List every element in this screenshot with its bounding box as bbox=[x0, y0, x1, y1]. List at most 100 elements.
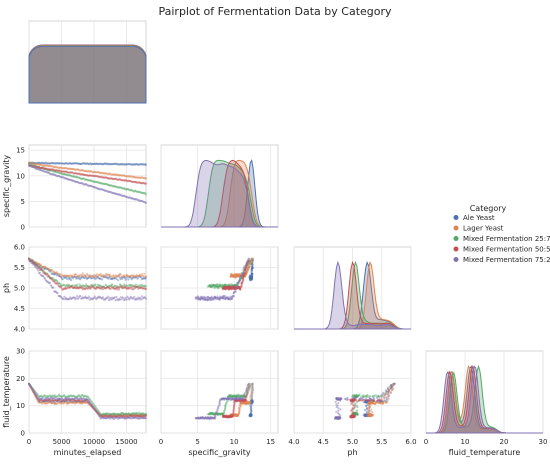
data-point bbox=[76, 295, 78, 297]
data-point bbox=[145, 417, 147, 419]
data-point bbox=[195, 417, 197, 419]
x-tick-label: 5.5 bbox=[376, 438, 387, 446]
data-point bbox=[233, 292, 235, 294]
data-point bbox=[102, 296, 104, 298]
data-point bbox=[115, 296, 117, 298]
data-point bbox=[339, 400, 341, 402]
data-point bbox=[376, 397, 378, 399]
x-tick-label: 6.0 bbox=[405, 438, 416, 446]
panel-ph-vs-ph bbox=[294, 247, 411, 329]
data-point bbox=[339, 408, 341, 410]
y-tick-label: 10 bbox=[16, 172, 25, 180]
x-tick-label: 15000 bbox=[115, 438, 137, 446]
data-point bbox=[390, 385, 392, 387]
data-point bbox=[364, 409, 366, 411]
y-axis-label: ph bbox=[2, 283, 11, 293]
data-point bbox=[350, 400, 352, 402]
data-point bbox=[76, 284, 78, 286]
data-point bbox=[346, 399, 348, 401]
data-point bbox=[135, 284, 137, 286]
x-axis-label: fluid_temperature bbox=[449, 448, 521, 457]
data-point bbox=[101, 278, 103, 280]
data-point bbox=[145, 275, 147, 277]
data-point bbox=[207, 413, 209, 415]
data-point bbox=[195, 298, 197, 300]
data-point bbox=[137, 278, 139, 280]
x-tick-label: 10 bbox=[230, 438, 239, 446]
x-tick-label: 5000 bbox=[53, 438, 71, 446]
data-point bbox=[37, 270, 39, 272]
data-point bbox=[111, 283, 113, 285]
x-axis-label: specific_gravity bbox=[188, 448, 251, 457]
data-point bbox=[249, 277, 251, 279]
data-point bbox=[387, 388, 389, 390]
data-point bbox=[94, 284, 96, 286]
data-point bbox=[141, 295, 143, 297]
data-point bbox=[249, 414, 251, 416]
data-point bbox=[337, 398, 339, 400]
data-point bbox=[245, 263, 247, 265]
y-tick-label: 15 bbox=[16, 147, 25, 155]
x-tick-label: 0 bbox=[27, 438, 31, 446]
x-tick-label: 4.5 bbox=[318, 438, 329, 446]
data-point bbox=[357, 400, 359, 402]
data-point bbox=[127, 278, 129, 280]
panel-ph-vs-minutes_elapsed bbox=[28, 247, 147, 329]
data-point bbox=[125, 279, 127, 281]
data-point bbox=[133, 296, 135, 298]
data-point bbox=[356, 406, 358, 408]
data-point bbox=[145, 177, 147, 179]
data-point bbox=[118, 288, 120, 290]
data-point bbox=[41, 270, 43, 272]
x-tick-label: 4.0 bbox=[288, 438, 299, 446]
data-point bbox=[352, 397, 354, 399]
legend-label: Lager Yeast bbox=[463, 225, 504, 233]
legend-label: Mixed Fermentation 75:25 bbox=[463, 256, 550, 264]
y-tick-label: 4.5 bbox=[14, 305, 25, 313]
data-point bbox=[242, 270, 244, 272]
legend-label: Mixed Fermentation 25:75 bbox=[463, 235, 550, 243]
x-tick-label: 5 bbox=[195, 438, 199, 446]
y-tick-label: 0 bbox=[21, 430, 25, 438]
data-point bbox=[374, 403, 376, 405]
data-point bbox=[107, 296, 109, 298]
data-point bbox=[337, 402, 339, 404]
data-point bbox=[145, 164, 147, 166]
data-point bbox=[365, 398, 367, 400]
data-point bbox=[120, 273, 122, 275]
x-axis-label: minutes_elapsed bbox=[54, 448, 122, 457]
data-point bbox=[49, 282, 51, 284]
x-tick-label: 20 bbox=[500, 438, 509, 446]
data-point bbox=[143, 273, 145, 275]
panel-fluid_temperature-vs-fluid_temperature bbox=[426, 351, 543, 433]
data-point bbox=[344, 398, 346, 400]
data-point bbox=[337, 410, 339, 412]
data-point bbox=[372, 395, 374, 397]
legend-label: Mixed Fermentation 50:50 bbox=[463, 246, 550, 254]
data-point bbox=[350, 415, 352, 417]
data-point bbox=[73, 275, 75, 277]
x-tick-label: 5.0 bbox=[347, 438, 358, 446]
y-tick-label: 5 bbox=[21, 198, 25, 206]
data-point bbox=[337, 407, 339, 409]
data-point bbox=[39, 272, 41, 274]
data-point bbox=[40, 264, 42, 266]
panel-frame bbox=[161, 351, 278, 433]
data-point bbox=[145, 202, 147, 204]
data-point bbox=[82, 272, 84, 274]
x-tick-label: 0 bbox=[424, 438, 428, 446]
data-point bbox=[250, 257, 252, 259]
y-tick-label: 5.0 bbox=[14, 285, 25, 293]
y-tick-label: 5.5 bbox=[14, 264, 25, 272]
data-point bbox=[145, 183, 147, 185]
data-point bbox=[54, 397, 56, 399]
y-axis-label: fluid_temperature bbox=[2, 356, 11, 428]
x-axis-label: ph bbox=[347, 448, 357, 457]
x-tick-label: 0 bbox=[159, 438, 163, 446]
data-point bbox=[245, 270, 247, 272]
data-point bbox=[383, 399, 385, 401]
data-point bbox=[369, 398, 371, 400]
data-point bbox=[241, 272, 243, 274]
